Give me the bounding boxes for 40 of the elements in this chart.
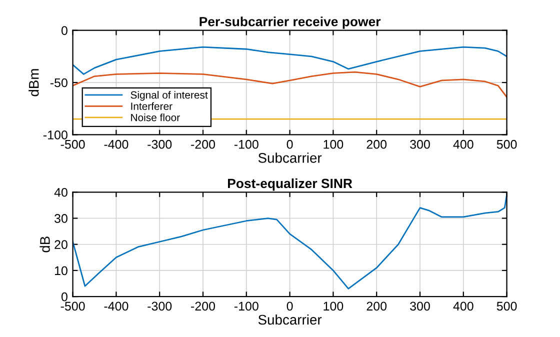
- x-tick-label: -300: [148, 140, 172, 149]
- x-tick-label: -400: [104, 140, 128, 149]
- y-tick-label: 30: [54, 214, 68, 223]
- y-tick-label: 20: [54, 240, 68, 250]
- x-tick-label: 500: [496, 140, 517, 149]
- x-tick-label: 200: [366, 302, 387, 311]
- x-tick-label: 500: [496, 302, 517, 311]
- x-tick-label: -100: [234, 140, 258, 149]
- x-tick-label: -300: [148, 302, 172, 311]
- y-tick-label: -50: [50, 78, 68, 88]
- y-axis-title: dBm: [28, 69, 39, 96]
- legend-label: Signal of interest: [130, 91, 208, 101]
- y-tick-label: 0: [61, 26, 68, 35]
- x-tick-label: -200: [191, 302, 216, 311]
- x-tick-label: 0: [286, 140, 293, 149]
- x-tick-label: 300: [410, 302, 430, 311]
- chart-title: Post-equalizer SINR: [228, 178, 352, 191]
- y-tick-label: 40: [54, 188, 68, 197]
- x-tick-label: -500: [60, 302, 85, 311]
- chart-title: Per-subcarrier receive power: [200, 16, 381, 29]
- x-tick-label: -400: [104, 302, 128, 311]
- y-tick-label: -100: [43, 130, 68, 140]
- legend-label: Interferer: [131, 102, 172, 110]
- x-tick-label: -100: [234, 302, 258, 311]
- x-tick-label: 200: [366, 140, 387, 149]
- x-tick-label: 400: [453, 302, 474, 311]
- y-axis-title: dB: [40, 236, 50, 252]
- y-tick-label: 0: [61, 292, 68, 302]
- x-axis-title: Subcarrier: [258, 314, 322, 325]
- y-tick-label: 10: [54, 266, 68, 276]
- x-tick-label: 400: [453, 140, 474, 149]
- x-tick-label: 100: [324, 140, 344, 149]
- x-tick-label: -500: [60, 140, 85, 149]
- legend-label: Noise floor: [131, 114, 180, 122]
- x-tick-label: 100: [324, 302, 344, 311]
- line-series: [72, 46, 507, 75]
- x-tick-label: -200: [191, 140, 216, 149]
- x-tick-label: 0: [286, 302, 293, 311]
- x-axis-title: Subcarrier: [258, 152, 322, 163]
- x-tick-label: 300: [410, 140, 430, 149]
